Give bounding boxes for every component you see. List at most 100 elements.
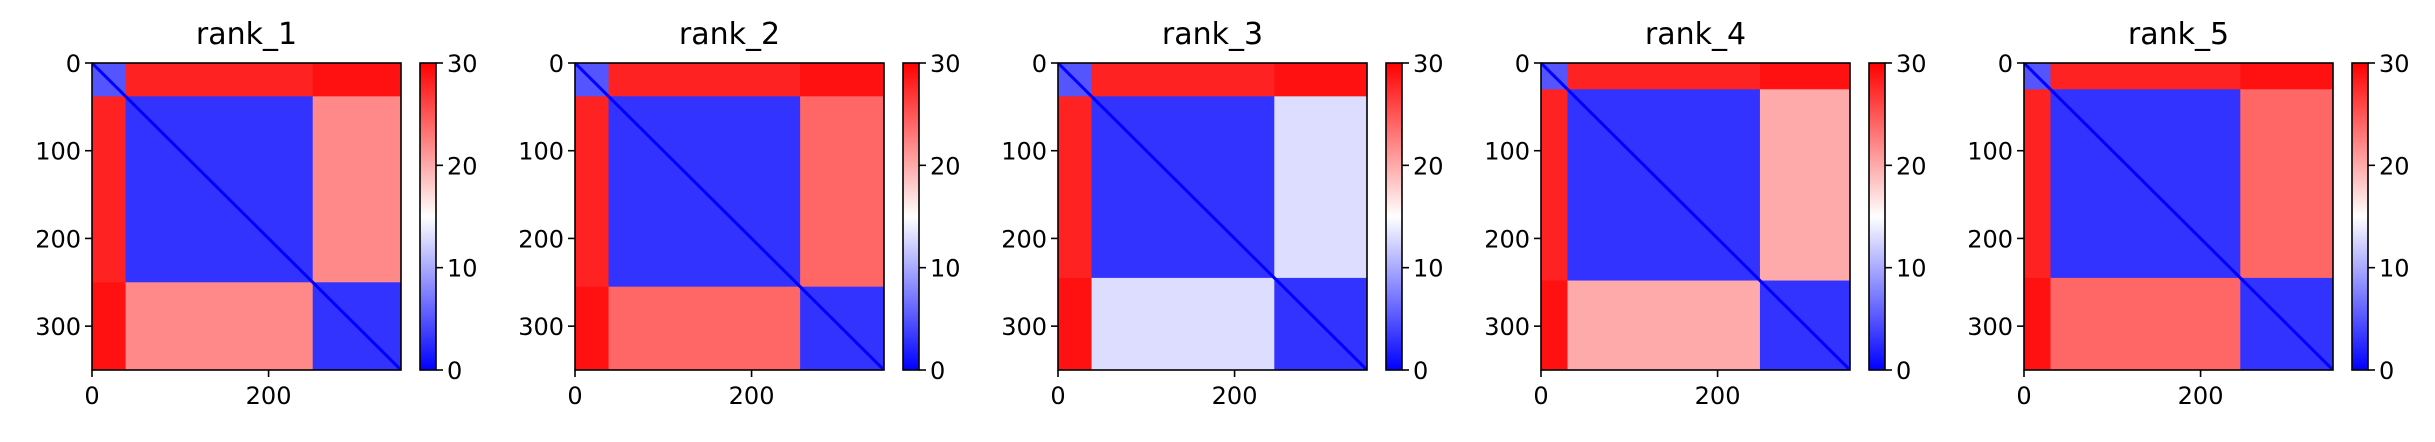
x-tick-label: 0 [567,382,582,410]
colorbar-frame [1385,62,1403,371]
plot-frame [91,62,402,371]
colorbar [420,63,436,370]
colorbar-tick-label: 10 [447,255,478,283]
colorbar-tick-label: 20 [2379,152,2410,180]
colorbar-tick-label: 20 [447,152,478,180]
x-tick-label: 0 [1533,382,1548,410]
colorbar-tick-label: 0 [930,357,945,385]
plot-frame [1540,62,1851,371]
colorbar-tick-label: 30 [2379,50,2410,78]
y-tick-label: 0 [549,50,564,78]
panel-4: rank_4 0 200 0 100 200 300 0 10 20 30 [1484,17,1926,410]
y-tick-label: 200 [35,225,81,253]
colorbar-frame [902,62,920,371]
heatmap-block [92,96,127,283]
colorbar [2352,63,2368,370]
panel-title: rank_1 [196,17,297,52]
y-tick-label: 100 [518,138,564,166]
heatmap-block [608,63,801,97]
y-tick-label: 100 [35,138,81,166]
diagonal-line [2024,63,2333,370]
colorbar-tick-label: 20 [1413,152,1444,180]
heatmap-cells [1541,63,1850,370]
colorbar-tick-label: 20 [1896,152,1927,180]
heatmap-block [1274,96,1367,279]
diagonal-line [1541,63,1850,370]
panel-2: rank_2 0 200 0 100 200 300 0 10 20 30 [518,17,960,410]
panel-3: rank_3 0 200 0 100 200 300 0 10 20 30 [1001,17,1443,410]
colorbar-tick-label: 10 [1896,255,1927,283]
colorbar-tick-label: 0 [447,357,462,385]
y-tick-label: 0 [1998,50,2013,78]
heatmap-block [312,63,401,97]
y-tick-label: 100 [1967,138,2013,166]
heatmap-cells [92,63,401,370]
colorbar-frame [419,62,437,371]
heatmap-block [1541,89,1568,282]
heatmap-block [2050,63,2241,90]
colorbar-tick-label: 20 [930,152,961,180]
y-tick-label: 300 [1484,313,1530,341]
heatmap-block [1091,277,1275,370]
heatmap-block [2240,63,2333,90]
heatmap-block [1759,89,1850,282]
heatmap-block [575,286,610,370]
plot-frame [2023,62,2334,371]
heatmap-cells [2024,63,2333,370]
x-tick-label: 200 [1695,382,1741,410]
diagonal-line [1058,63,1367,370]
colorbar-tick-label: 10 [2379,255,2410,283]
colorbar-tick-label: 0 [1413,357,1428,385]
panel-title: rank_5 [2128,17,2229,52]
colorbar [1386,63,1402,370]
heatmap-block [312,96,401,283]
colorbar-tick-label: 0 [2379,357,2394,385]
x-tick-label: 0 [2016,382,2031,410]
colorbar-tick-label: 10 [1413,255,1444,283]
y-tick-label: 300 [518,313,564,341]
heatmap-block [575,96,610,288]
heatmap-block [608,286,801,370]
y-tick-label: 200 [1484,225,1530,253]
colorbar-tick-label: 30 [930,50,961,78]
colorbar-tick-label: 30 [1896,50,1927,78]
heatmap-block [2050,277,2241,370]
heatmap-block [2240,89,2333,279]
panel-title: rank_4 [1645,17,1746,52]
heatmap-block [2024,277,2051,370]
colorbar-frame [1868,62,1886,371]
diagonal-line [575,63,884,370]
heatmap-block [125,282,314,370]
heatmap-block [1058,277,1093,370]
heatmap-block [1274,63,1367,97]
colorbar [903,63,919,370]
heatmap-block [1759,63,1850,90]
heatmap-block [800,63,884,97]
panel-title: rank_2 [679,17,780,52]
heatmap-block [1567,63,1761,90]
plot-frame [1057,62,1368,371]
y-tick-label: 300 [35,313,81,341]
panel-5: rank_5 0 200 0 100 200 300 0 10 20 30 [1967,17,2409,410]
x-tick-label: 200 [2178,382,2224,410]
heatmap-block [2024,89,2051,279]
heatmap-block [1567,280,1761,370]
x-tick-label: 0 [84,382,99,410]
y-tick-label: 200 [518,225,564,253]
colorbar-tick-label: 30 [447,50,478,78]
y-tick-label: 0 [66,50,81,78]
y-tick-label: 0 [1515,50,1530,78]
plot-frame [574,62,885,371]
heatmap-block [92,282,127,370]
panel-1: rank_1 0 200 0 100 200 300 0 10 20 30 [35,17,477,410]
x-tick-label: 200 [729,382,775,410]
heatmap-cells [575,63,884,370]
y-tick-label: 100 [1001,138,1047,166]
colorbar-tick-label: 30 [1413,50,1444,78]
y-tick-label: 300 [1001,313,1047,341]
panel-title: rank_3 [1162,17,1263,52]
heatmap-block [125,63,314,97]
heatmap-block [1058,96,1093,279]
heatmap-block [1091,63,1275,97]
x-tick-label: 200 [246,382,292,410]
